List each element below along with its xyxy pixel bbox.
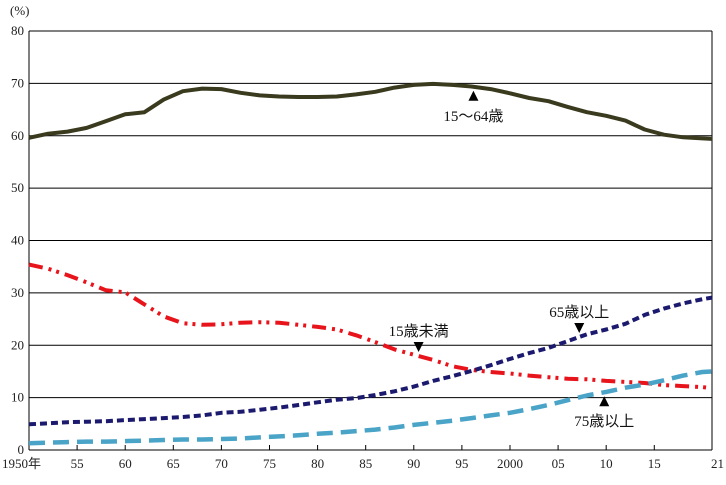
series-line-1 <box>28 262 713 391</box>
y-tick-label: 20 <box>11 337 24 352</box>
x-tick-label: 65 <box>167 456 180 471</box>
x-tick-label: 60 <box>119 456 132 471</box>
annotation-arrow <box>574 322 585 333</box>
series-label: 65歳以上 <box>549 304 609 321</box>
y-tick-label: 0 <box>18 442 25 457</box>
series-label: 75歳以上 <box>574 413 634 430</box>
x-tick-label: 2000 <box>497 456 523 471</box>
x-tick-label: 10 <box>600 456 613 471</box>
annotation-arrow <box>413 341 424 352</box>
series-lines <box>28 81 713 446</box>
x-tick-label: 75 <box>263 456 276 471</box>
y-unit-label: (%) <box>10 3 30 18</box>
x-tick-label: 85 <box>359 456 372 471</box>
y-tick-label: 80 <box>11 23 24 38</box>
series-line-3 <box>28 369 713 446</box>
x-tick-label: 80 <box>311 456 324 471</box>
x-tick-label: 70 <box>215 456 228 471</box>
x-tick-label: 90 <box>407 456 420 471</box>
x-tick-label: 55 <box>71 456 84 471</box>
series-line-2 <box>28 295 713 427</box>
x-axis: 1950年 55 60 65 70 75 80 85 90 95 2000 05 10 15 21 <box>2 445 724 471</box>
x-tick-label: 05 <box>552 456 565 471</box>
series-label: 15歳未満 <box>389 323 449 340</box>
y-tick-label: 30 <box>11 285 24 300</box>
series-label: 15〜64歳 <box>443 108 503 125</box>
x-tick-label: 95 <box>455 456 468 471</box>
annotation-arrow <box>599 396 610 407</box>
x-tick-label: 21 <box>711 456 724 471</box>
y-tick-label: 10 <box>11 390 24 405</box>
annotation-arrow <box>468 90 479 101</box>
x-tick-label: 1950年 <box>2 456 41 471</box>
y-tick-label: 60 <box>11 128 24 143</box>
series-line-0 <box>28 81 713 141</box>
y-tick-label: 40 <box>11 233 24 248</box>
y-tick-label: 70 <box>11 75 24 90</box>
gridlines <box>29 30 712 451</box>
x-tick-label: 15 <box>648 456 661 471</box>
y-axis: 0 10 20 30 40 50 60 70 80 <box>11 23 713 457</box>
y-tick-label: 50 <box>11 180 24 195</box>
series-annotations: 15〜64歳 15歳未満 65歳以上 75歳以上 <box>389 90 634 430</box>
